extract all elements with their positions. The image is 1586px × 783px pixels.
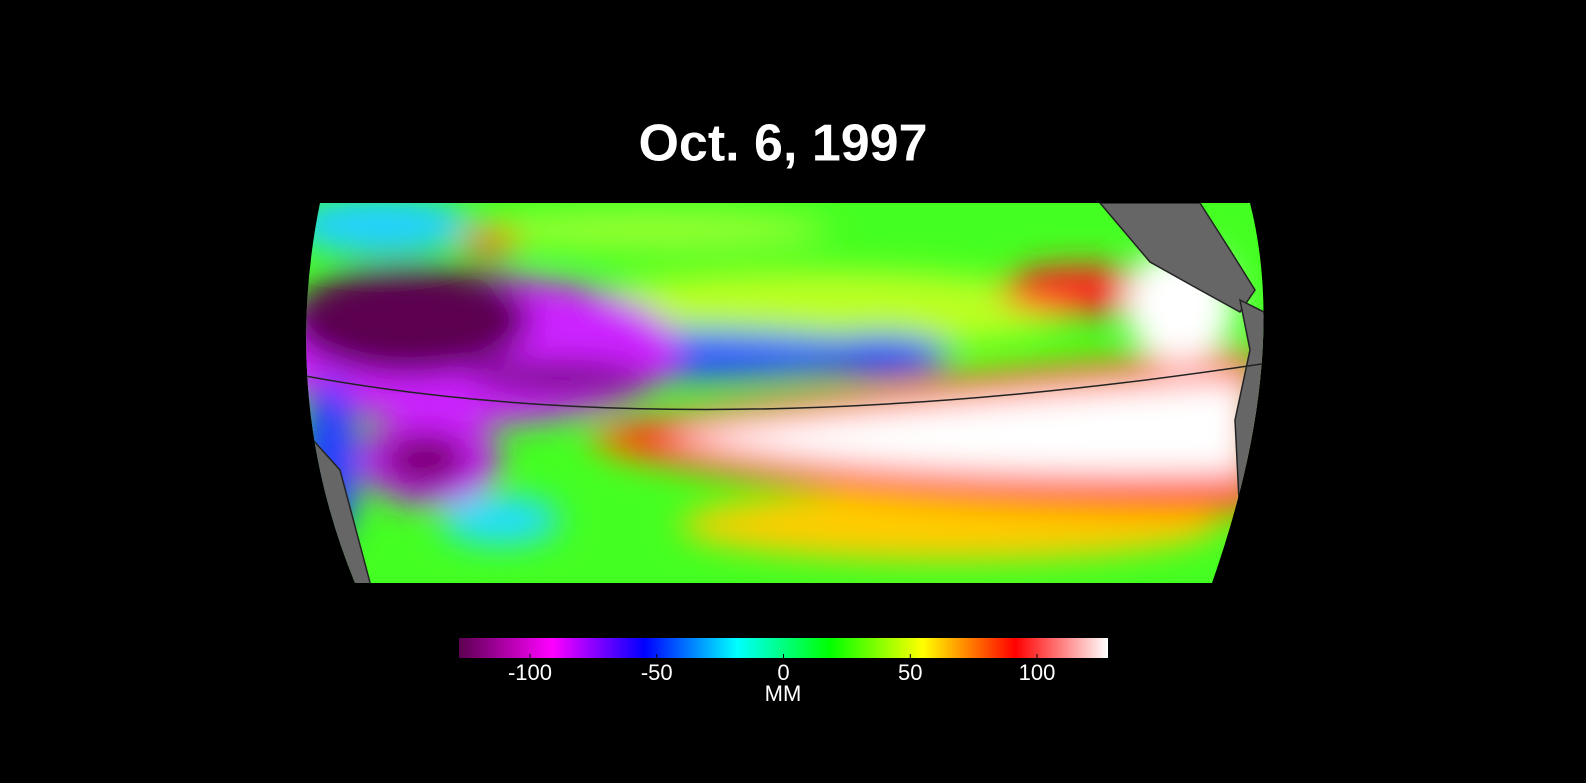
- colorbar: [459, 638, 1108, 658]
- colorbar-tick-label: -50: [641, 660, 673, 685]
- colorbar-tick-label: -100: [508, 660, 552, 685]
- title: Oct. 6, 1997: [638, 115, 927, 173]
- colorbar-tick-label: 0: [777, 660, 789, 685]
- colorbar-label: MM: [765, 681, 802, 706]
- colorbar-tick-label: 100: [1019, 660, 1056, 685]
- colorbar-tick-label: 50: [898, 660, 922, 685]
- sea-level-map: [306, 203, 1264, 583]
